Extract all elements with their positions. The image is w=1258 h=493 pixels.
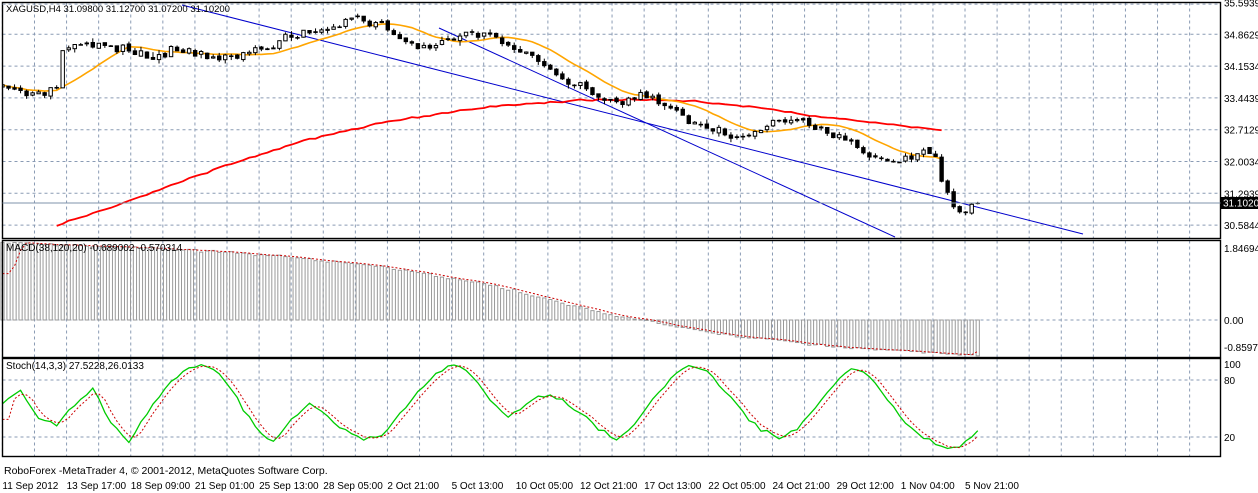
svg-text:0.00: 0.00 bbox=[1224, 316, 1244, 327]
svg-text:RoboForex -MetaTrader 4, © 200: RoboForex -MetaTrader 4, © 2001-2012, Me… bbox=[4, 465, 328, 477]
svg-text:10 Oct 05:00: 10 Oct 05:00 bbox=[516, 481, 574, 492]
svg-text:34.1534: 34.1534 bbox=[1224, 62, 1258, 73]
svg-text:22 Oct 05:00: 22 Oct 05:00 bbox=[708, 481, 766, 492]
svg-text:25 Sep 13:00: 25 Sep 13:00 bbox=[259, 481, 319, 492]
svg-text:2 Oct 21:00: 2 Oct 21:00 bbox=[387, 481, 439, 492]
svg-text:31.1020: 31.1020 bbox=[1223, 199, 1258, 210]
svg-text:12 Oct 21:00: 12 Oct 21:00 bbox=[580, 481, 638, 492]
svg-text:29 Oct 12:00: 29 Oct 12:00 bbox=[837, 481, 895, 492]
svg-text:1 Nov 04:00: 1 Nov 04:00 bbox=[901, 481, 955, 492]
svg-text:34.8629: 34.8629 bbox=[1224, 30, 1258, 41]
svg-text:35.5939: 35.5939 bbox=[1224, 0, 1258, 10]
svg-text:17 Oct 13:00: 17 Oct 13:00 bbox=[644, 481, 702, 492]
svg-text:20: 20 bbox=[1224, 433, 1236, 444]
svg-text:5 Nov 21:00: 5 Nov 21:00 bbox=[965, 481, 1019, 492]
svg-text:80: 80 bbox=[1224, 376, 1236, 387]
svg-text:5 Oct 13:00: 5 Oct 13:00 bbox=[452, 481, 504, 492]
svg-text:18 Sep 09:00: 18 Sep 09:00 bbox=[131, 481, 191, 492]
svg-text:11 Sep 2012: 11 Sep 2012 bbox=[2, 481, 58, 492]
svg-text:28 Sep 05:00: 28 Sep 05:00 bbox=[323, 481, 383, 492]
svg-text:-0.85970: -0.85970 bbox=[1224, 343, 1258, 354]
svg-text:32.0034: 32.0034 bbox=[1224, 158, 1258, 169]
svg-text:33.4439: 33.4439 bbox=[1224, 94, 1258, 105]
svg-text:Stoch(14,3,3) 27.5228,26.0133: Stoch(14,3,3) 27.5228,26.0133 bbox=[6, 361, 144, 372]
svg-text:XAGUSD,H4 31.09800 31.12700: XAGUSD,H4 31.09800 31.12700 31.07200 31.… bbox=[6, 4, 230, 15]
svg-text:30.5844: 30.5844 bbox=[1224, 221, 1258, 232]
svg-text:32.7129: 32.7129 bbox=[1224, 126, 1258, 137]
svg-text:MACD(38,120,20) -0.689002 -0.5: MACD(38,120,20) -0.689002 -0.570314 bbox=[6, 243, 183, 254]
svg-text:1.84694: 1.84694 bbox=[1224, 244, 1258, 255]
svg-text:21 Sep 01:00: 21 Sep 01:00 bbox=[195, 481, 255, 492]
svg-text:100: 100 bbox=[1224, 360, 1241, 371]
svg-text:13 Sep 17:00: 13 Sep 17:00 bbox=[67, 481, 127, 492]
svg-text:24 Oct 21:00: 24 Oct 21:00 bbox=[773, 481, 831, 492]
